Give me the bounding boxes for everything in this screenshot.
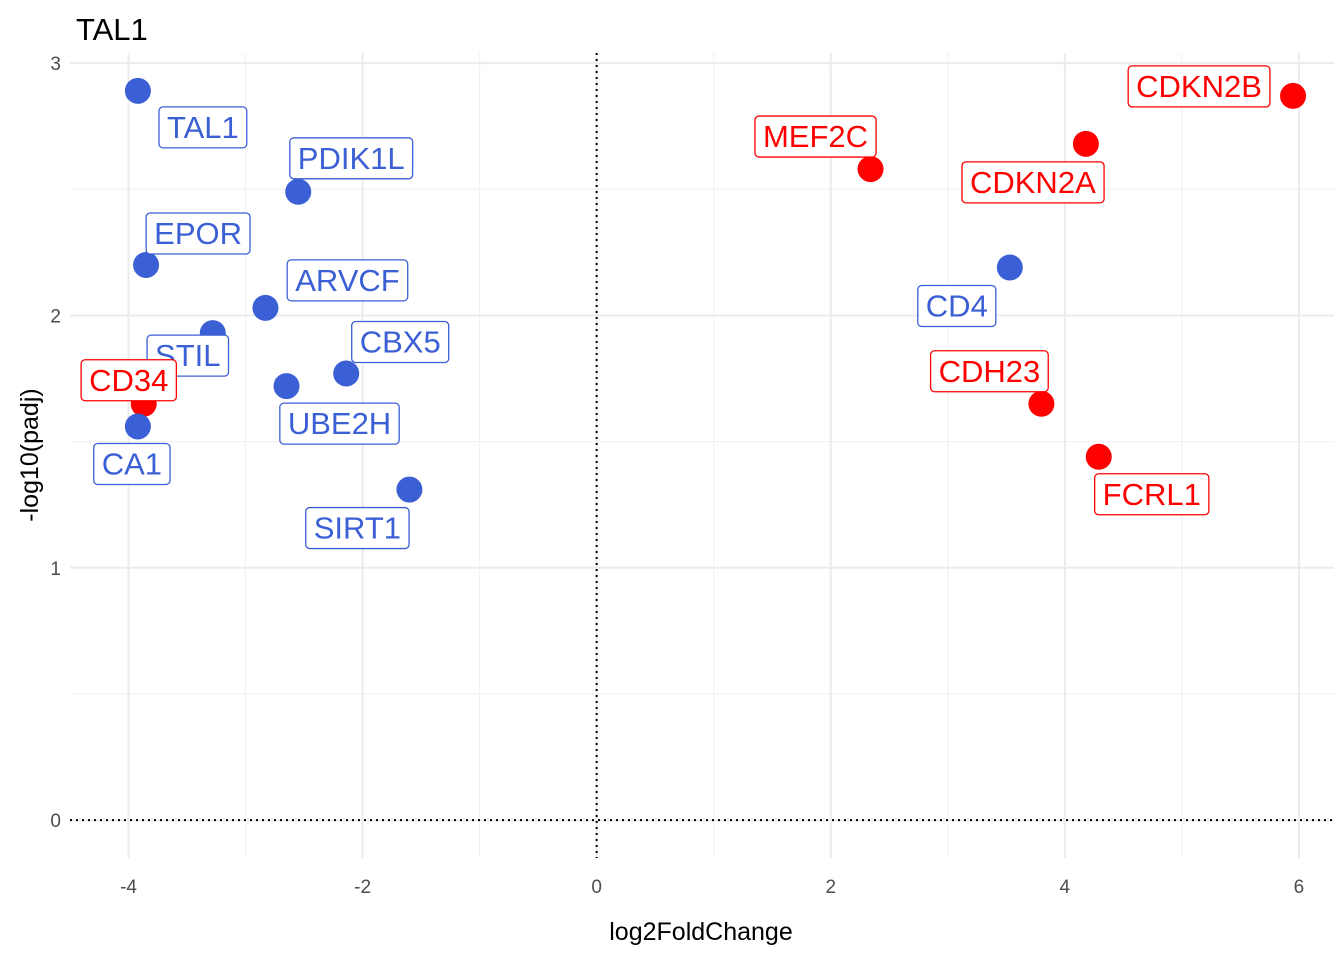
point-pdik1l [285,178,312,205]
gene-label-mef2c: MEF2C [754,115,877,158]
point-sirt1 [396,476,423,503]
gene-label-box [961,161,1105,204]
point-mef2c [857,156,884,183]
point-epor [133,251,160,278]
x-axis-title: log2FoldChange [609,918,792,946]
reference-lines [70,53,1334,858]
x-tick-label: -2 [354,877,371,898]
gene-label-pdik1l: PDIK1L [289,137,414,180]
point-cdh23 [1028,390,1055,417]
gene-label-text: CA1 [102,446,162,481]
gene-label-box [80,359,178,402]
gene-label-ca1: CA1 [93,442,171,486]
gene-label-text: UBE2H [288,406,391,441]
gene-label-cdkn2b: CDKN2B [1127,65,1271,108]
point-ca1 [124,413,151,440]
gene-label-text: FCRL1 [1103,477,1201,512]
point-ube2h [273,373,300,400]
gene-label-box [145,212,251,255]
point-tal1 [124,77,151,104]
x-tick-label: 2 [825,877,836,898]
gene-label-box [1127,65,1271,108]
point-cdkn2a [1072,130,1099,157]
gene-label-fcrl1: FCRL1 [1094,473,1210,516]
gene-label-box [289,137,414,180]
gene-label-sirt1: SIRT1 [305,506,410,550]
gene-label-cdkn2a: CDKN2A [961,161,1105,204]
axes: -4 -2 0 2 4 6 0 1 2 3 [50,54,1304,898]
gene-label-box [286,259,409,302]
x-tick-label: -4 [120,877,137,898]
gene-label-text: CD4 [926,288,988,323]
gene-label-text: PDIK1L [298,141,405,176]
x-tick-label: 4 [1060,877,1071,898]
point-cd4 [996,254,1023,281]
point-cdkn2b [1280,82,1307,109]
data-points [124,77,1307,503]
point-arvcf [252,294,279,321]
point-fcrl1 [1085,443,1112,470]
gene-label-epor: EPOR [145,212,251,255]
gene-label-box [93,442,171,486]
grid-layer [70,53,1334,858]
gene-label-arvcf: ARVCF [286,259,409,302]
y-tick-label: 2 [50,306,61,327]
gene-label-box [351,320,450,364]
point-cbx5 [333,360,360,387]
gene-label-text: CDKN2A [970,165,1096,200]
gene-label-tal1: TAL1 [158,106,248,149]
gene-label-text: ARVCF [295,263,400,298]
gene-label-text: MEF2C [763,119,868,154]
gene-label-text: SIRT1 [314,511,401,546]
gene-label-box [158,106,248,149]
x-tick-label: 6 [1294,877,1305,898]
y-tick-label: 0 [50,811,61,832]
chart-title: TAL1 [76,12,148,47]
gene-label-cd34: CD34 [80,359,178,402]
x-tick-label: 0 [591,877,602,898]
gene-label-box [305,506,410,550]
gene-label-cdh23: CDH23 [929,350,1049,393]
y-tick-label: 1 [50,559,61,580]
gene-label-text: CDKN2B [1136,69,1262,104]
gene-label-cd4: CD4 [917,284,997,328]
gene-label-ube2h: UBE2H [279,402,400,445]
gene-label-text: CD34 [89,363,168,398]
gene-label-box [929,350,1049,393]
y-axis-title: -log10(padj) [16,388,44,521]
gene-label-text: CDH23 [939,354,1041,389]
gene-label-box [279,402,400,445]
gene-label-text: CBX5 [360,324,441,359]
gene-label-text: TAL1 [167,110,239,145]
gene-label-text: EPOR [154,216,242,251]
gene-label-cbx5: CBX5 [351,320,450,364]
gene-label-box [1094,473,1210,516]
gene-label-box [754,115,877,158]
gene-label-box [917,284,997,328]
y-tick-label: 3 [50,54,61,75]
